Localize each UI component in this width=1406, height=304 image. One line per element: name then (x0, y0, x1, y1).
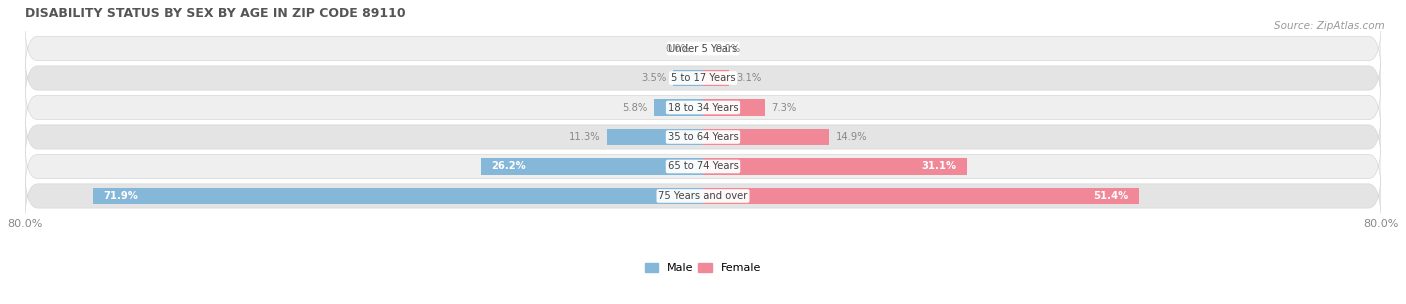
Text: DISABILITY STATUS BY SEX BY AGE IN ZIP CODE 89110: DISABILITY STATUS BY SEX BY AGE IN ZIP C… (25, 7, 405, 20)
Text: 71.9%: 71.9% (104, 191, 138, 201)
Bar (654, 99, 703, 116)
FancyBboxPatch shape (25, 75, 1381, 140)
Text: 65 to 74 Years: 65 to 74 Years (668, 161, 738, 171)
Bar (93, 188, 703, 204)
FancyBboxPatch shape (25, 46, 1381, 110)
FancyBboxPatch shape (25, 16, 1381, 81)
Text: Source: ZipAtlas.com: Source: ZipAtlas.com (1274, 21, 1385, 31)
Text: 5.8%: 5.8% (621, 102, 647, 112)
Bar (703, 99, 765, 116)
Bar (673, 70, 703, 86)
Text: 18 to 34 Years: 18 to 34 Years (668, 102, 738, 112)
Bar (703, 70, 730, 86)
Text: 75 Years and over: 75 Years and over (658, 191, 748, 201)
Text: 5 to 17 Years: 5 to 17 Years (671, 73, 735, 83)
FancyBboxPatch shape (25, 105, 1381, 169)
Text: Under 5 Years: Under 5 Years (668, 43, 738, 54)
Text: 26.2%: 26.2% (491, 161, 526, 171)
Text: 14.9%: 14.9% (837, 132, 868, 142)
Text: 3.1%: 3.1% (737, 73, 761, 83)
Text: 11.3%: 11.3% (569, 132, 600, 142)
Legend: Male, Female: Male, Female (641, 258, 765, 278)
Text: 51.4%: 51.4% (1094, 191, 1129, 201)
Bar (607, 129, 703, 145)
Bar (703, 188, 1139, 204)
Text: 7.3%: 7.3% (772, 102, 797, 112)
Bar (481, 158, 703, 174)
Text: 3.5%: 3.5% (641, 73, 666, 83)
Bar (703, 129, 830, 145)
Text: 0.0%: 0.0% (665, 43, 690, 54)
Text: 0.0%: 0.0% (716, 43, 741, 54)
FancyBboxPatch shape (25, 164, 1381, 228)
FancyBboxPatch shape (25, 134, 1381, 199)
Bar (703, 158, 967, 174)
Text: 31.1%: 31.1% (921, 161, 956, 171)
Text: 35 to 64 Years: 35 to 64 Years (668, 132, 738, 142)
